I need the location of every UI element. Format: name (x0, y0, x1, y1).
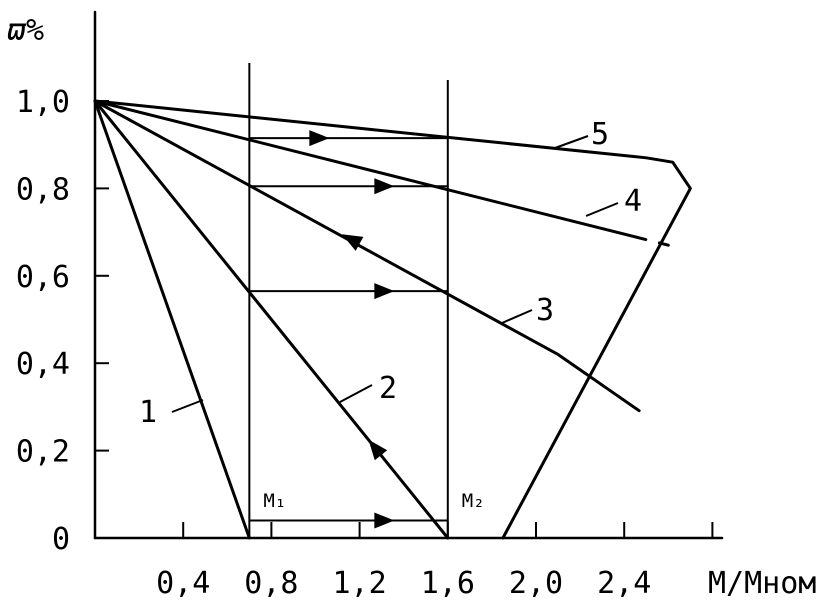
curve-3 (93, 99, 604, 387)
y-tick-label: 0,8 (16, 172, 70, 207)
transition-arrowhead-3 (374, 178, 395, 195)
curve-3-label: 3 (536, 293, 554, 328)
curve-5-leader (554, 135, 589, 149)
text-labels: 0 0,2 0,4 0,6 0,8 1,0 ϖ% 0,4 0,8 1,2 1,6 2,0 2,4 M/Mн… (6, 13, 816, 601)
curve-3-dashed (600, 383, 648, 418)
x-tick-label: 0,4 (156, 566, 210, 601)
curve-1-label: 1 (139, 395, 157, 430)
x-tick-label: 0,8 (244, 566, 298, 601)
curve-3-arrowhead (341, 234, 364, 251)
characteristic-curves (93, 99, 692, 540)
curve-3-leader (501, 309, 533, 324)
guide-label-1: M₁ (263, 490, 286, 512)
curve-1 (93, 99, 251, 540)
curve-4-dashed (600, 227, 670, 247)
guide-label-2: M₂ (462, 490, 485, 512)
y-tick-label: 0,6 (16, 260, 70, 295)
guide-lines (248, 63, 449, 538)
axes (93, 10, 724, 540)
curve-1-leader (171, 399, 204, 413)
curve-5 (93, 99, 692, 540)
y-tick-label: 1,0 (16, 85, 70, 120)
curve-4-leader (585, 202, 619, 217)
curve-2-leader (339, 384, 373, 403)
curve-4 (93, 99, 604, 231)
y-tick-label: 0,4 (16, 347, 70, 382)
x-tick-label: 2,4 (597, 566, 651, 601)
transition-arrowhead-2 (374, 283, 395, 300)
curve-2-arrowhead (368, 439, 388, 461)
y-tick-label: 0,2 (16, 435, 70, 470)
curve-5-label: 5 (591, 117, 609, 152)
transition-arrows (249, 130, 448, 529)
curve-2 (93, 99, 450, 540)
x-axis-label: M/Mном (708, 566, 816, 601)
x-tick-label: 1,2 (333, 566, 387, 601)
y-axis-label: ϖ% (6, 13, 44, 48)
y-tick-label: 0 (52, 522, 70, 557)
x-tick-label: 1,6 (421, 566, 475, 601)
curve-2-label: 2 (379, 371, 397, 406)
transition-arrowhead-4 (309, 130, 330, 147)
curve-4-label: 4 (624, 184, 642, 219)
transition-arrowhead-1 (374, 512, 395, 529)
x-tick-label: 2,0 (509, 566, 563, 601)
